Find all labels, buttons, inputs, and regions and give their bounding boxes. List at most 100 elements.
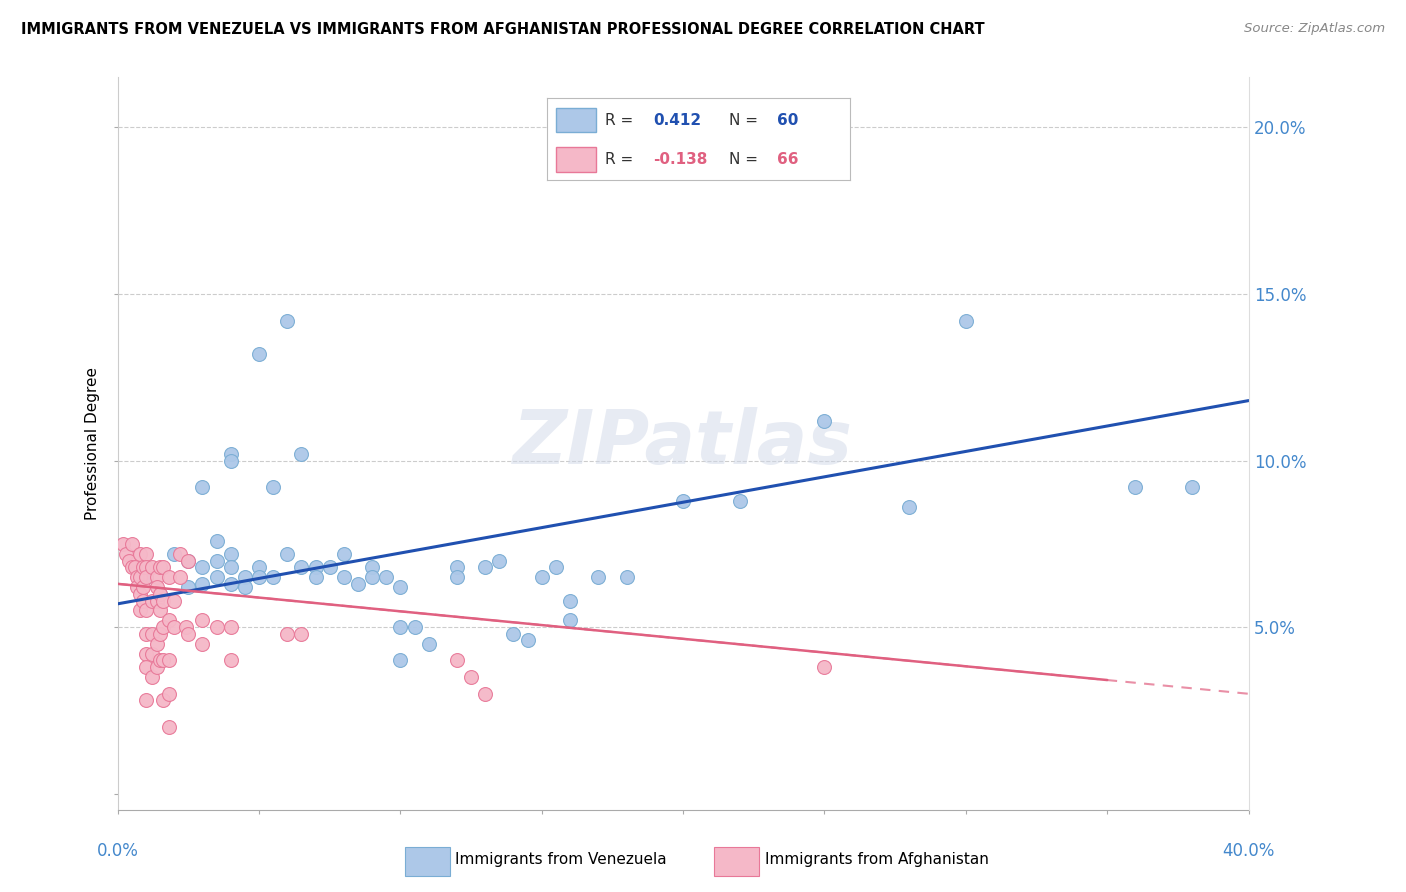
Bar	[557, 108, 596, 132]
Point	[141, 647, 163, 661]
Point	[247, 347, 270, 361]
Text: -0.138: -0.138	[654, 152, 707, 167]
Point	[169, 570, 191, 584]
Point	[375, 570, 398, 584]
Point	[813, 414, 835, 428]
Point	[152, 560, 174, 574]
Point	[177, 553, 200, 567]
Point	[233, 580, 256, 594]
Point	[304, 560, 326, 574]
Point	[152, 653, 174, 667]
Point	[141, 560, 163, 574]
Point	[446, 653, 468, 667]
Text: Immigrants from Afghanistan: Immigrants from Afghanistan	[765, 852, 988, 867]
Point	[163, 547, 186, 561]
Point	[177, 580, 200, 594]
Point	[389, 620, 412, 634]
Point	[191, 637, 214, 651]
Point	[813, 660, 835, 674]
Point	[135, 660, 157, 674]
Point	[219, 447, 242, 461]
Point	[205, 620, 228, 634]
Point	[135, 603, 157, 617]
Point	[115, 547, 138, 561]
Point	[169, 547, 191, 561]
Point	[129, 547, 152, 561]
Point	[1125, 480, 1147, 494]
Point	[404, 620, 426, 634]
Point	[157, 720, 180, 734]
Point	[276, 547, 298, 561]
Point	[121, 537, 143, 551]
Point	[276, 627, 298, 641]
Point	[361, 570, 384, 584]
Point	[132, 560, 155, 574]
Point	[191, 560, 214, 574]
Point	[247, 570, 270, 584]
Point	[262, 570, 284, 584]
Point	[127, 580, 149, 594]
Point	[135, 560, 157, 574]
Point	[191, 614, 214, 628]
Point	[516, 633, 538, 648]
Point	[135, 647, 157, 661]
Point	[146, 580, 169, 594]
Point	[389, 653, 412, 667]
Point	[558, 593, 581, 607]
Point	[191, 577, 214, 591]
Point	[205, 570, 228, 584]
Point	[333, 570, 356, 584]
Point	[135, 570, 157, 584]
Point	[129, 570, 152, 584]
Point	[127, 570, 149, 584]
Point	[219, 653, 242, 667]
Point	[290, 560, 312, 574]
Point	[129, 603, 152, 617]
Point	[135, 547, 157, 561]
Point	[205, 553, 228, 567]
Point	[219, 620, 242, 634]
Point	[460, 670, 482, 684]
Text: R =: R =	[605, 152, 638, 167]
Point	[141, 627, 163, 641]
Point	[141, 593, 163, 607]
Text: R =: R =	[605, 112, 638, 128]
Point	[347, 577, 370, 591]
Point	[446, 560, 468, 574]
Point	[544, 560, 567, 574]
Point	[361, 560, 384, 574]
Point	[152, 620, 174, 634]
Point	[174, 620, 197, 634]
Point	[474, 687, 496, 701]
Point	[262, 480, 284, 494]
Point	[163, 620, 186, 634]
Point	[233, 570, 256, 584]
Bar	[557, 147, 596, 172]
Point	[389, 580, 412, 594]
Point	[219, 560, 242, 574]
Point	[112, 537, 135, 551]
Point	[219, 453, 242, 467]
Point	[118, 553, 141, 567]
Point	[558, 614, 581, 628]
Point	[530, 570, 553, 584]
Point	[149, 603, 172, 617]
Point	[276, 313, 298, 327]
Point	[135, 570, 157, 584]
Text: Source: ZipAtlas.com: Source: ZipAtlas.com	[1244, 22, 1385, 36]
Text: 0.0%: 0.0%	[97, 841, 139, 860]
Point	[672, 493, 695, 508]
Text: 60: 60	[778, 112, 799, 128]
Text: N =: N =	[728, 112, 762, 128]
Point	[418, 637, 440, 651]
Point	[304, 570, 326, 584]
Point	[124, 560, 146, 574]
Point	[219, 577, 242, 591]
Point	[157, 570, 180, 584]
Point	[152, 693, 174, 707]
Point	[149, 587, 172, 601]
Point	[135, 693, 157, 707]
Point	[488, 553, 510, 567]
Point	[319, 560, 342, 574]
Point	[141, 670, 163, 684]
